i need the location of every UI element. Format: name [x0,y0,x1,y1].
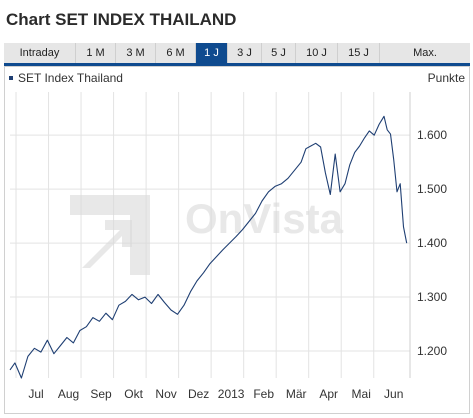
chart-frame [4,66,470,414]
tab-3m[interactable]: 3 M [116,43,156,63]
watermark: OnVista [185,195,344,242]
tab-6m[interactable]: 6 M [156,43,196,63]
watermark-logo [70,195,150,275]
x-tick-label-5: Dez [188,387,209,401]
y-axis-unit: Punkte [427,71,465,85]
tab-intraday[interactable]: Intraday [4,43,76,63]
tab-15j[interactable]: 15 J [338,43,380,63]
tab-5j[interactable]: 5 J [262,43,296,63]
watermark-frame [70,195,150,275]
page-title: Chart SET INDEX THAILAND [6,10,237,29]
x-tick-label-9: Apr [319,387,338,401]
x-tick-label-11: Jun [384,387,403,401]
x-tick-label-6: 2013 [218,387,245,401]
watermark-arrow [82,220,132,268]
y-tick-label-0: 1.200 [417,344,447,358]
x-tick-labels: Jul Aug Sep Okt Nov Dez 2013 Feb Mär Apr Mai Jun [28,387,403,401]
legend-label: SET Index Thailand [18,71,123,85]
tab-10j[interactable]: 10 J [296,43,338,63]
x-tick-label-1: Aug [58,387,79,401]
x-tick-label-2: Sep [90,387,112,401]
series-line-0 [9,115,408,379]
y-tick-label-1: 1.300 [417,290,447,304]
tab-max[interactable]: Max. [413,47,437,59]
tab-1m[interactable]: 1 M [76,43,116,63]
chart-legend: SET Index Thailand [9,71,123,85]
y-tick-label-4: 1.600 [417,128,447,142]
y-tick-label-3: 1.500 [417,182,447,196]
y-tick-label-2: 1.400 [417,236,447,250]
timerange-tabbar: Intraday 1 M 3 M 6 M 1 J 3 J 5 J 10 J 15… [4,43,470,66]
tab-3j[interactable]: 3 J [228,43,262,63]
y-tick-labels: 1.200 1.300 1.400 1.500 1.600 [417,128,447,358]
x-tick-label-8: Mär [286,387,307,401]
tab-1j[interactable]: 1 J [196,43,228,63]
x-tick-label-10: Mai [352,387,371,401]
x-tick-label-7: Feb [253,387,274,401]
chart-series [9,115,408,379]
x-tick-label-3: Okt [124,387,143,401]
x-tick-label-0: Jul [28,387,43,401]
legend-swatch [9,76,13,80]
x-tick-label-4: Nov [155,387,176,401]
